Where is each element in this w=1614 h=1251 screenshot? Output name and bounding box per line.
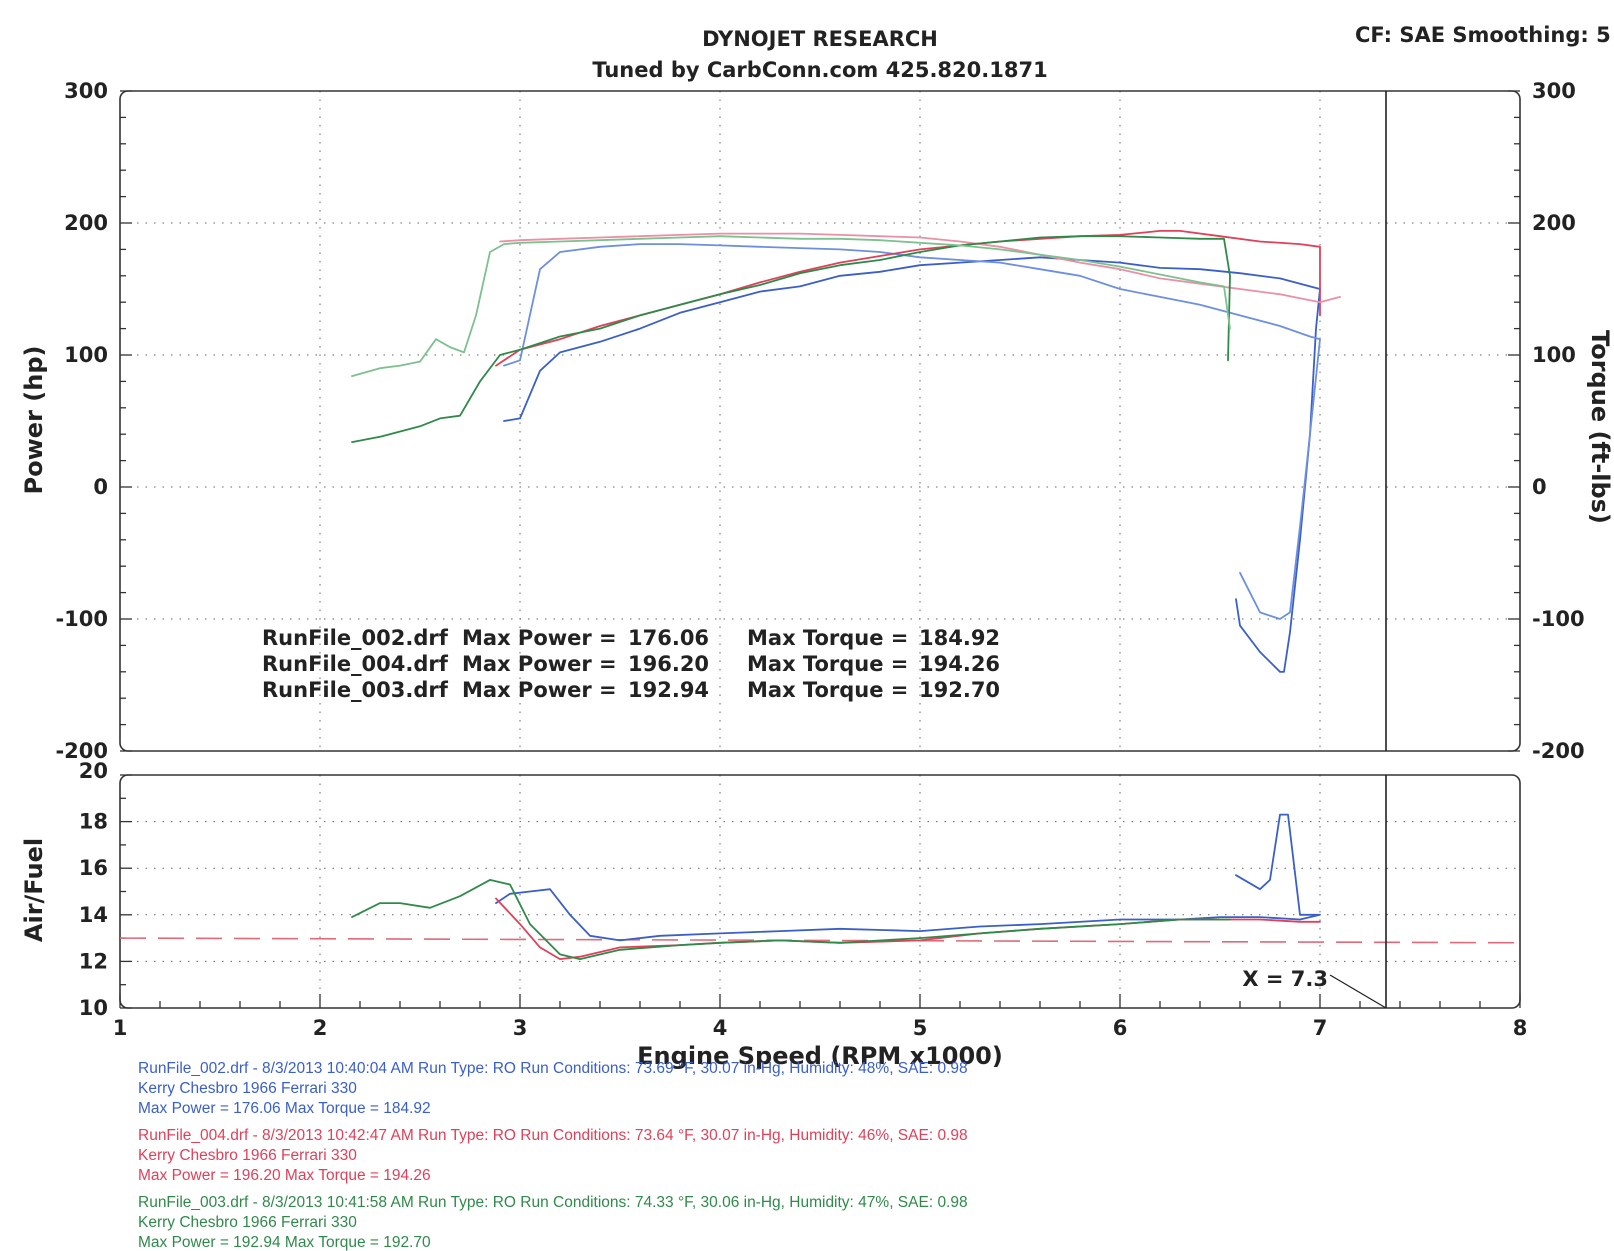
stat-power-label: Max Power = (462, 678, 617, 702)
y2-tick-label: 300 (1532, 79, 1576, 103)
stat-torque-value: 184.92 (919, 626, 1000, 650)
y-tick-label: -200 (55, 739, 108, 763)
footer-line1: RunFile_002.drf - 8/3/2013 10:40:04 AM R… (138, 1060, 968, 1077)
series-line-run_003 (351, 879, 1231, 960)
x-tick-label: 6 (1113, 1016, 1128, 1040)
y-tick-label: 100 (64, 343, 108, 367)
power-panel-ticks (120, 90, 1520, 752)
x-tick-label: 7 (1313, 1016, 1328, 1040)
cursor-label: X = 7.3 (1242, 967, 1328, 991)
afr-axis-tick-labels: 20 18 16 14 12 10 (79, 759, 108, 1020)
chart-title: DYNOJET RESEARCH (702, 27, 938, 51)
stat-torque-value: 192.70 (919, 678, 1000, 702)
afr-series (119, 813, 1521, 960)
y2-tick-label: 100 (1532, 343, 1576, 367)
x-tick-label: 1 (113, 1016, 128, 1040)
y-tick-label: 200 (64, 211, 108, 235)
footer-line3: Max Power = 196.20 Max Torque = 194.26 (138, 1167, 431, 1184)
stat-torque-label: Max Torque = (747, 652, 908, 676)
y-tick-label: 12 (79, 949, 108, 973)
power-panel-frame (119, 90, 1521, 752)
x-tick-label: 4 (713, 1016, 728, 1040)
series-line-run_003_light (351, 235, 1231, 377)
stat-power-value: 192.94 (628, 678, 709, 702)
y-tick-label: 10 (79, 996, 108, 1020)
footer-line2: Kerry Chesbro 1966 Ferrari 330 (138, 1147, 357, 1164)
footer-line3: Max Power = 192.94 Max Torque = 192.70 (138, 1234, 431, 1251)
y-tick-label: 20 (79, 759, 108, 783)
target-afr-line (119, 937, 1521, 944)
x-axis-tick-labels: 1 2 3 4 5 6 7 8 (113, 1016, 1528, 1040)
torque-axis-tick-labels: 300 200 100 0 -100 -200 (1532, 79, 1585, 763)
chart-subtitle: Tuned by CarbConn.com 425.820.1871 (592, 58, 1047, 82)
footer-line2: Kerry Chesbro 1966 Ferrari 330 (138, 1214, 357, 1231)
stat-torque-label: Max Torque = (747, 626, 908, 650)
y-tick-label: 14 (79, 903, 108, 927)
x-tick-label: 2 (313, 1016, 328, 1040)
cursor-marker: X = 7.3 (1242, 91, 1387, 1009)
stat-power-label: Max Power = (462, 626, 617, 650)
run-footer-legend: RunFile_002.drf - 8/3/2013 10:40:04 AM R… (138, 1060, 968, 1251)
stat-run-name: RunFile_002.drf (262, 626, 449, 650)
stat-power-value: 176.06 (628, 626, 709, 650)
torque-axis-label: Torque (ft-lbs) (1586, 330, 1614, 524)
stat-run-name: RunFile_003.drf (262, 678, 449, 702)
afr-axis-label: Air/Fuel (20, 838, 48, 942)
footer-line2: Kerry Chesbro 1966 Ferrari 330 (138, 1080, 357, 1097)
x-tick-label: 5 (913, 1016, 928, 1040)
afr-panel-ticks (119, 774, 1521, 1009)
y-tick-label: -100 (55, 607, 108, 631)
cf-smoothing-info: CF: SAE Smoothing: 5 (1355, 23, 1611, 47)
power-torque-series (351, 230, 1341, 673)
footer-line1: RunFile_004.drf - 8/3/2013 10:42:47 AM R… (138, 1127, 968, 1144)
y2-tick-label: 200 (1532, 211, 1576, 235)
footer-line3: Max Power = 176.06 Max Torque = 184.92 (138, 1100, 431, 1117)
series-line-run_004 (495, 230, 1321, 367)
y2-tick-label: -200 (1532, 739, 1585, 763)
stat-power-label: Max Power = (462, 652, 617, 676)
series-line-run_004_light (499, 232, 1341, 304)
stat-power-value: 196.20 (628, 652, 709, 676)
x-axis-label: Engine Speed (RPM x1000) (637, 1042, 1003, 1070)
max-stats-block: RunFile_002.drf Max Power = 176.06 Max Torq… (262, 626, 1000, 702)
y-tick-label: 16 (79, 856, 108, 880)
y-tick-label: 18 (79, 810, 108, 834)
x-tick-label: 8 (1513, 1016, 1528, 1040)
y2-tick-label: -100 (1532, 607, 1585, 631)
stat-torque-value: 194.26 (919, 652, 1000, 676)
cursor-leader (1329, 974, 1387, 1009)
y-tick-label: 300 (64, 79, 108, 103)
stat-torque-label: Max Torque = (747, 678, 908, 702)
y2-tick-label: 0 (1532, 475, 1547, 499)
power-axis-label: Power (hp) (20, 346, 48, 495)
x-tick-label: 3 (513, 1016, 528, 1040)
y-tick-label: 0 (93, 475, 108, 499)
series-line-run_003 (351, 235, 1231, 443)
footer-line1: RunFile_003.drf - 8/3/2013 10:41:58 AM R… (138, 1194, 968, 1211)
power-axis-tick-labels: 300 200 100 0 -100 -200 (55, 79, 108, 763)
series-line-run_002_light (503, 243, 1321, 620)
stat-run-name: RunFile_004.drf (262, 652, 449, 676)
series-line-run_002 (495, 813, 1321, 942)
